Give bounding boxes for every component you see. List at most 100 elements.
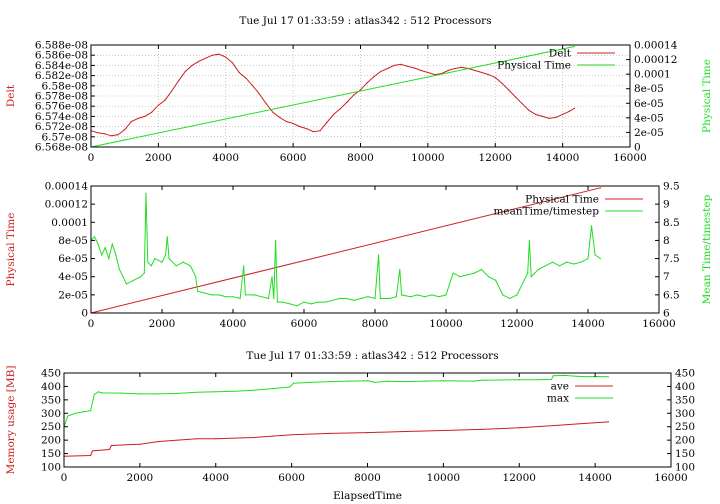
data-point — [279, 116, 281, 118]
data-point — [346, 101, 348, 103]
data-point — [196, 391, 198, 393]
data-point — [527, 272, 529, 274]
y-tick-label: 6.574e-08 — [35, 111, 88, 123]
data-point — [502, 294, 504, 296]
data-point — [82, 411, 84, 413]
y-tick-label: 150 — [41, 448, 61, 460]
data-point — [509, 297, 511, 300]
x-tick-label: 14000 — [571, 318, 604, 330]
data-point — [535, 113, 537, 115]
data-point — [573, 263, 575, 265]
data-point — [590, 225, 593, 227]
data-point — [90, 454, 92, 457]
y-tick-label: 6.57e-08 — [41, 131, 88, 143]
x-tick-label: 12000 — [503, 472, 536, 484]
data-point — [442, 380, 444, 382]
data-point — [122, 276, 124, 278]
data-point — [253, 389, 255, 391]
data-point — [556, 424, 558, 426]
data-point — [137, 117, 139, 119]
data-point — [111, 243, 113, 245]
data-point — [481, 71, 483, 74]
data-point — [158, 393, 160, 395]
data-point — [528, 109, 530, 111]
data-point — [494, 77, 496, 79]
y-tick-label: 0.0001 — [51, 217, 88, 229]
data-point — [331, 299, 333, 301]
y2-tick-label: 6 — [663, 308, 670, 320]
x-tick-label: 16000 — [654, 472, 687, 484]
chart-title: Tue Jul 17 01:33:59 : atlas342 : 512 Pro… — [246, 350, 498, 362]
data-point — [514, 96, 517, 98]
y2-tick-label: 9.5 — [663, 181, 680, 193]
data-point — [204, 292, 206, 294]
data-point — [133, 279, 135, 281]
y2-tick-label: 6.5 — [663, 289, 680, 301]
y-tick-label: 6.584e-08 — [35, 60, 88, 72]
y-tick-label: 0.00014 — [45, 181, 89, 193]
data-point — [359, 89, 362, 91]
data-point — [338, 297, 341, 300]
data-point — [379, 297, 381, 300]
x-tick-label: 12000 — [479, 152, 512, 164]
data-point — [143, 272, 145, 274]
data-point — [147, 261, 149, 263]
x-tick-label: 6000 — [280, 152, 307, 164]
data-point — [566, 261, 568, 263]
data-point — [175, 265, 177, 267]
data-point — [74, 412, 76, 414]
data-point — [374, 381, 376, 383]
data-point — [253, 436, 255, 439]
y2-tick-label: 400 — [675, 381, 695, 393]
data-point — [564, 374, 566, 376]
y-tick-label: 2e-05 — [58, 289, 88, 301]
data-point — [445, 294, 447, 296]
data-point — [487, 74, 490, 76]
data-point — [599, 258, 602, 260]
x-tick-label: 14000 — [578, 472, 611, 484]
data-point — [461, 66, 463, 68]
data-point — [312, 131, 314, 133]
data-point — [573, 107, 576, 109]
y-tick-label: 0 — [81, 308, 88, 320]
data-point — [303, 301, 305, 303]
data-point — [438, 296, 440, 298]
y2-tick-label: 350 — [675, 394, 695, 406]
data-point — [568, 110, 571, 112]
data-point — [353, 94, 355, 96]
data-point — [329, 381, 331, 383]
data-point — [530, 276, 532, 278]
data-point — [271, 276, 273, 278]
x-tick-label: 8000 — [362, 318, 389, 330]
data-point — [225, 296, 227, 298]
data-point — [151, 111, 153, 113]
data-point — [544, 265, 547, 267]
data-point — [480, 268, 483, 271]
data-point — [555, 116, 557, 118]
x-tick-label: 2000 — [149, 318, 176, 330]
data-point — [97, 243, 99, 245]
data-point — [104, 247, 106, 249]
data-point — [508, 89, 510, 91]
x-tick-label: 4000 — [202, 472, 229, 484]
data-point — [211, 54, 213, 56]
y2-tick-label: 150 — [675, 448, 695, 460]
x-tick-label: 6000 — [278, 472, 305, 484]
y-tick-label: 100 — [41, 462, 61, 474]
data-point — [258, 93, 260, 95]
data-point — [586, 376, 589, 378]
data-point — [139, 393, 141, 395]
data-point — [198, 60, 200, 62]
y2-tick-label: 8 — [663, 235, 670, 247]
data-point — [317, 301, 319, 303]
data-point — [285, 120, 287, 123]
data-point — [537, 268, 539, 271]
x-tick-label: 10000 — [427, 472, 460, 484]
data-point — [404, 381, 406, 383]
legend-label: ave — [551, 381, 569, 393]
data-point — [110, 444, 112, 447]
data-point — [93, 236, 96, 238]
data-point — [310, 303, 312, 305]
data-point — [353, 299, 355, 301]
data-point — [139, 443, 141, 445]
